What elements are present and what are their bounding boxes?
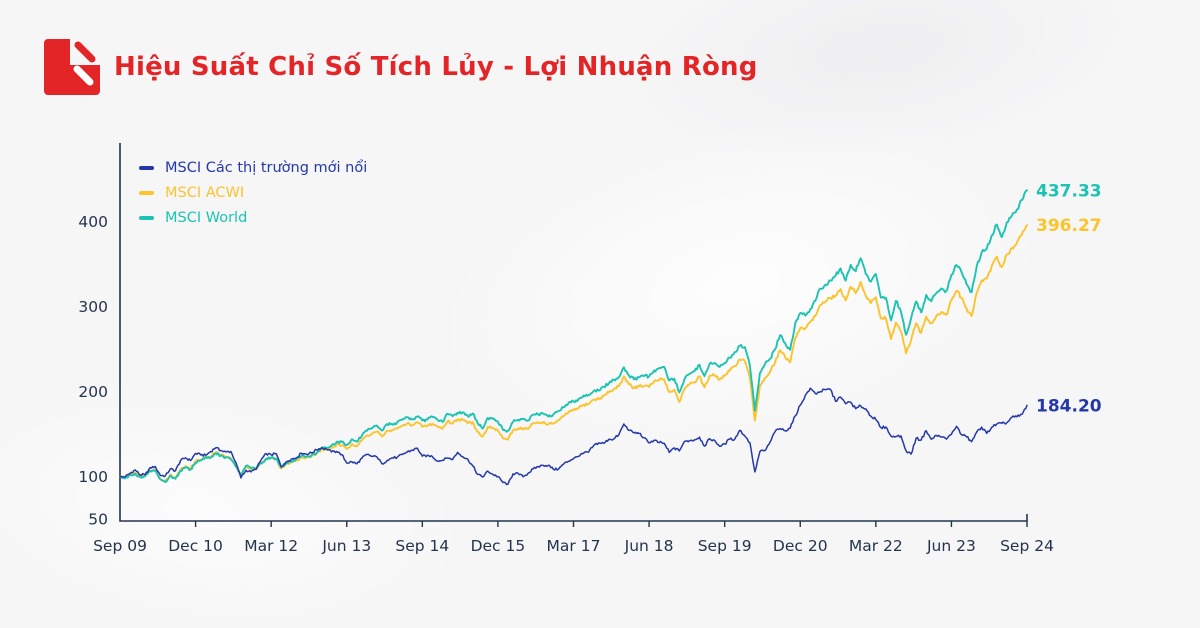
x-axis-label: Dec 10	[168, 537, 223, 555]
x-axis-label: Mar 17	[547, 537, 601, 555]
x-axis-label: Mar 22	[849, 537, 903, 555]
series-line-0	[119, 387, 1028, 486]
x-axis-label: Dec 20	[773, 537, 828, 555]
series-end-value: 437.33	[1036, 181, 1102, 201]
legend-dash-msci-acwi	[139, 191, 154, 195]
legend-label-msci-world: MSCI World	[165, 210, 248, 226]
x-axis-label: Sep 09	[93, 537, 147, 555]
legend-label-msci-acwi: MSCI ACWI	[165, 185, 245, 201]
header: Hiệu Suất Chỉ Số Tích Lủy - Lợi Nhuận Rò…	[43, 38, 758, 96]
y-axis-label: 50	[88, 511, 108, 529]
x-axis-label: Jun 18	[624, 537, 674, 555]
brand-logo	[44, 38, 101, 95]
legend-item-msci-acwi: MSCI ACWI	[139, 185, 367, 201]
x-axis-label: Sep 14	[395, 537, 449, 555]
y-axis-label: 200	[78, 383, 108, 401]
x-axis-label: Mar 12	[244, 537, 298, 555]
legend-item-msci-em: MSCI Các thị trường mới nổi	[139, 160, 367, 176]
legend-item-msci-world: MSCI World	[139, 210, 367, 226]
logo-slash-bottom	[73, 65, 94, 86]
legend-dash-msci-world	[139, 216, 154, 220]
legend-dash-msci-em	[139, 166, 154, 170]
x-axis-label: Dec 15	[471, 537, 526, 555]
x-axis-label: Jun 23	[926, 537, 976, 555]
x-axis-label: Jun 13	[321, 537, 371, 555]
legend-label-msci-em: MSCI Các thị trường mới nổi	[165, 160, 368, 176]
y-axis-label: 400	[78, 213, 108, 231]
x-axis-label: Sep 19	[698, 537, 752, 555]
series-line-1	[119, 224, 1028, 483]
x-axis-label: Sep 24	[1000, 537, 1054, 555]
y-axis-label: 300	[78, 298, 108, 316]
page-title: Hiệu Suất Chỉ Số Tích Lủy - Lợi Nhuận Rò…	[114, 52, 758, 82]
chart-legend: MSCI Các thị trường mới nổi MSCI ACWI MS…	[139, 160, 367, 235]
series-end-value: 396.27	[1036, 216, 1102, 236]
y-axis-label: 100	[78, 468, 108, 486]
series-end-value: 184.20	[1036, 396, 1102, 416]
logo-slash-top	[74, 41, 96, 63]
